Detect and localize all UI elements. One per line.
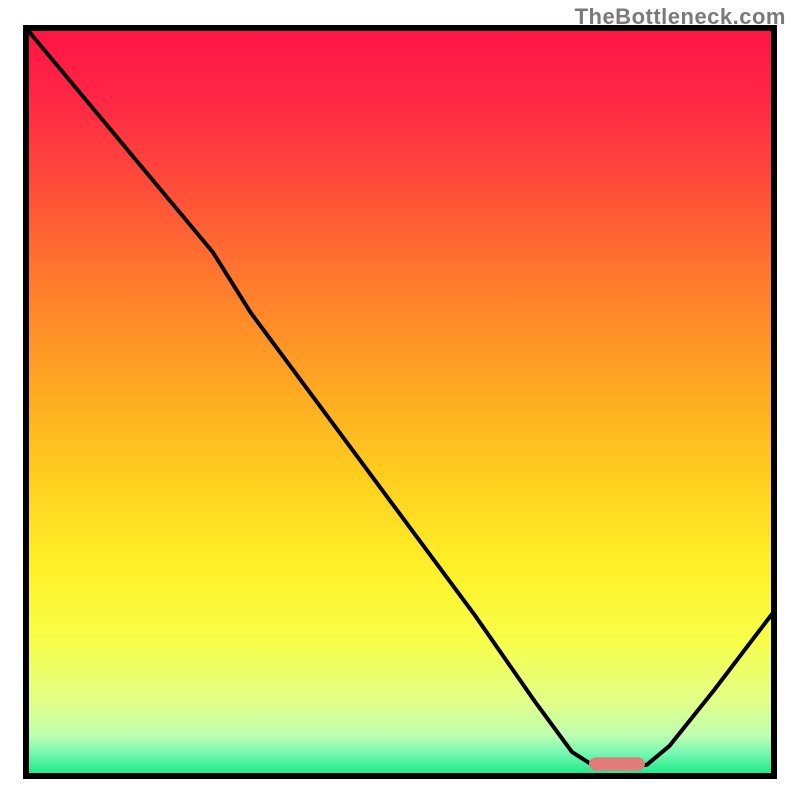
optimum-marker bbox=[589, 757, 645, 770]
bottleneck-chart: TheBottleneck.com bbox=[0, 0, 800, 800]
gradient-background bbox=[26, 28, 774, 776]
watermark-text: TheBottleneck.com bbox=[575, 4, 786, 30]
chart-svg bbox=[0, 0, 800, 800]
